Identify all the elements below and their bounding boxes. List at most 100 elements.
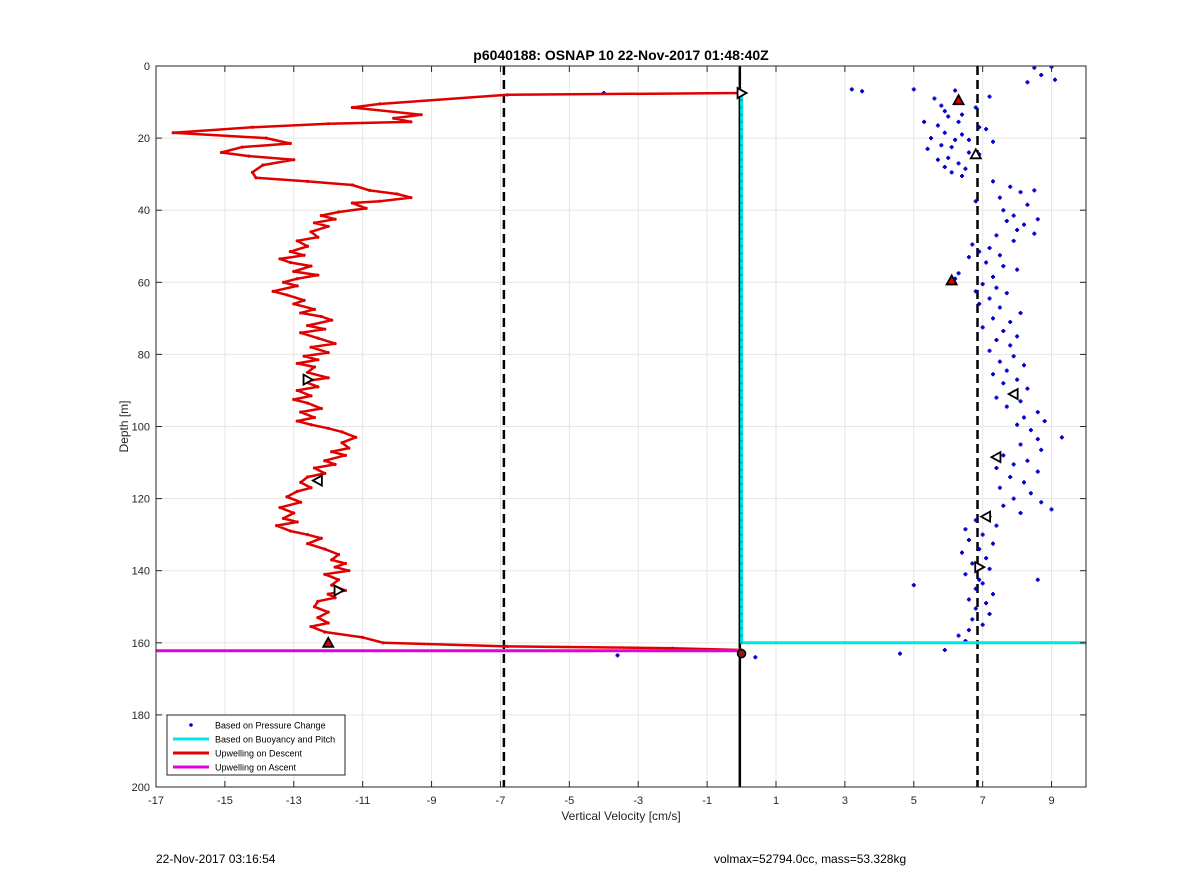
series-point	[740, 187, 743, 190]
event-marker	[736, 86, 749, 100]
plot-area: -17 -15 -13 -11 -9 -7 -5 -3 -1 1 3 5 7 90204060801001…	[117, 47, 1087, 823]
series-point	[367, 188, 372, 192]
series-point	[740, 374, 743, 378]
series-point	[326, 610, 330, 614]
series-point	[740, 439, 743, 443]
data-point	[942, 648, 947, 653]
series-point	[409, 195, 413, 200]
data-point	[939, 103, 944, 108]
data-point	[849, 87, 854, 92]
data-point	[1015, 377, 1020, 382]
data-point	[991, 541, 995, 546]
data-point	[1015, 422, 1020, 427]
x-tick-label: -3	[633, 795, 643, 807]
data-point	[1001, 328, 1006, 333]
data-point	[987, 94, 992, 99]
series-point	[288, 529, 292, 533]
data-point	[987, 611, 992, 616]
legend-symbol	[189, 723, 193, 727]
series-point	[316, 615, 320, 620]
data-point	[1018, 190, 1023, 195]
series-point	[740, 540, 743, 544]
series-point	[295, 284, 299, 288]
series-point	[505, 93, 509, 97]
series-point	[288, 260, 292, 265]
data-point	[1035, 469, 1040, 474]
data-point	[1011, 238, 1016, 243]
series-point	[740, 547, 743, 551]
data-point	[949, 145, 954, 150]
x-tick-label: -7	[496, 795, 506, 807]
data-point	[966, 628, 971, 633]
series-point	[395, 192, 399, 196]
series-point	[740, 106, 743, 109]
series-point	[333, 565, 337, 569]
data-point	[1028, 491, 1033, 496]
data-point	[997, 305, 1002, 310]
data-point	[970, 561, 975, 566]
series-point	[740, 454, 743, 457]
event-marker	[736, 648, 747, 659]
series-point	[364, 206, 368, 210]
data-point	[1035, 410, 1040, 415]
data-point	[994, 233, 999, 238]
data-point	[1008, 319, 1013, 324]
data-point	[929, 136, 933, 141]
series-point	[740, 425, 743, 428]
series-point	[740, 345, 743, 349]
y-tick-label: 100	[132, 422, 150, 434]
series-point	[250, 125, 255, 129]
series-point	[295, 239, 299, 243]
data-point	[1022, 363, 1026, 368]
series-point	[740, 135, 743, 138]
series-point	[292, 511, 296, 515]
series-point	[740, 533, 743, 536]
data-point	[1011, 496, 1016, 501]
y-tick-label: 120	[132, 494, 150, 506]
series-point	[740, 252, 743, 255]
data-point	[1008, 184, 1013, 189]
data-point	[1004, 219, 1009, 224]
legend: Based on Pressure Change Based on Buoyanc…	[166, 714, 346, 776]
series-point	[354, 435, 358, 439]
series-point	[740, 555, 743, 558]
series-point	[740, 396, 743, 399]
series-point	[312, 365, 317, 369]
data-point	[942, 164, 947, 169]
data-point	[970, 242, 975, 247]
x-tick-label: -13	[286, 795, 302, 807]
data-point	[946, 155, 951, 160]
series-point	[336, 578, 341, 582]
data-point	[987, 566, 992, 571]
series-point	[299, 311, 303, 315]
data-point	[1025, 386, 1030, 391]
series-point	[740, 583, 743, 587]
series-point	[740, 634, 743, 637]
data-point	[1035, 217, 1040, 222]
series-point	[347, 569, 351, 573]
y-tick-label: 200	[132, 782, 150, 794]
series-point	[343, 453, 348, 457]
series-point	[333, 217, 337, 221]
data-point	[994, 523, 999, 528]
data-point	[984, 556, 989, 561]
series-point	[740, 295, 743, 298]
series-point	[740, 576, 743, 580]
data-point	[991, 179, 995, 184]
series-point	[671, 646, 675, 650]
series-point	[254, 176, 258, 180]
series-point	[305, 475, 310, 479]
data-point	[942, 109, 947, 114]
series-point	[740, 641, 743, 644]
data-point	[963, 166, 968, 171]
data-point	[1042, 419, 1047, 424]
series-point	[740, 519, 743, 522]
data-point	[984, 260, 989, 265]
series-point	[740, 410, 743, 414]
series-point	[305, 323, 310, 328]
data-point	[1008, 343, 1013, 348]
series-point	[295, 419, 299, 423]
series-point	[305, 370, 310, 375]
data-point	[1015, 228, 1020, 233]
event-marker	[979, 510, 992, 524]
